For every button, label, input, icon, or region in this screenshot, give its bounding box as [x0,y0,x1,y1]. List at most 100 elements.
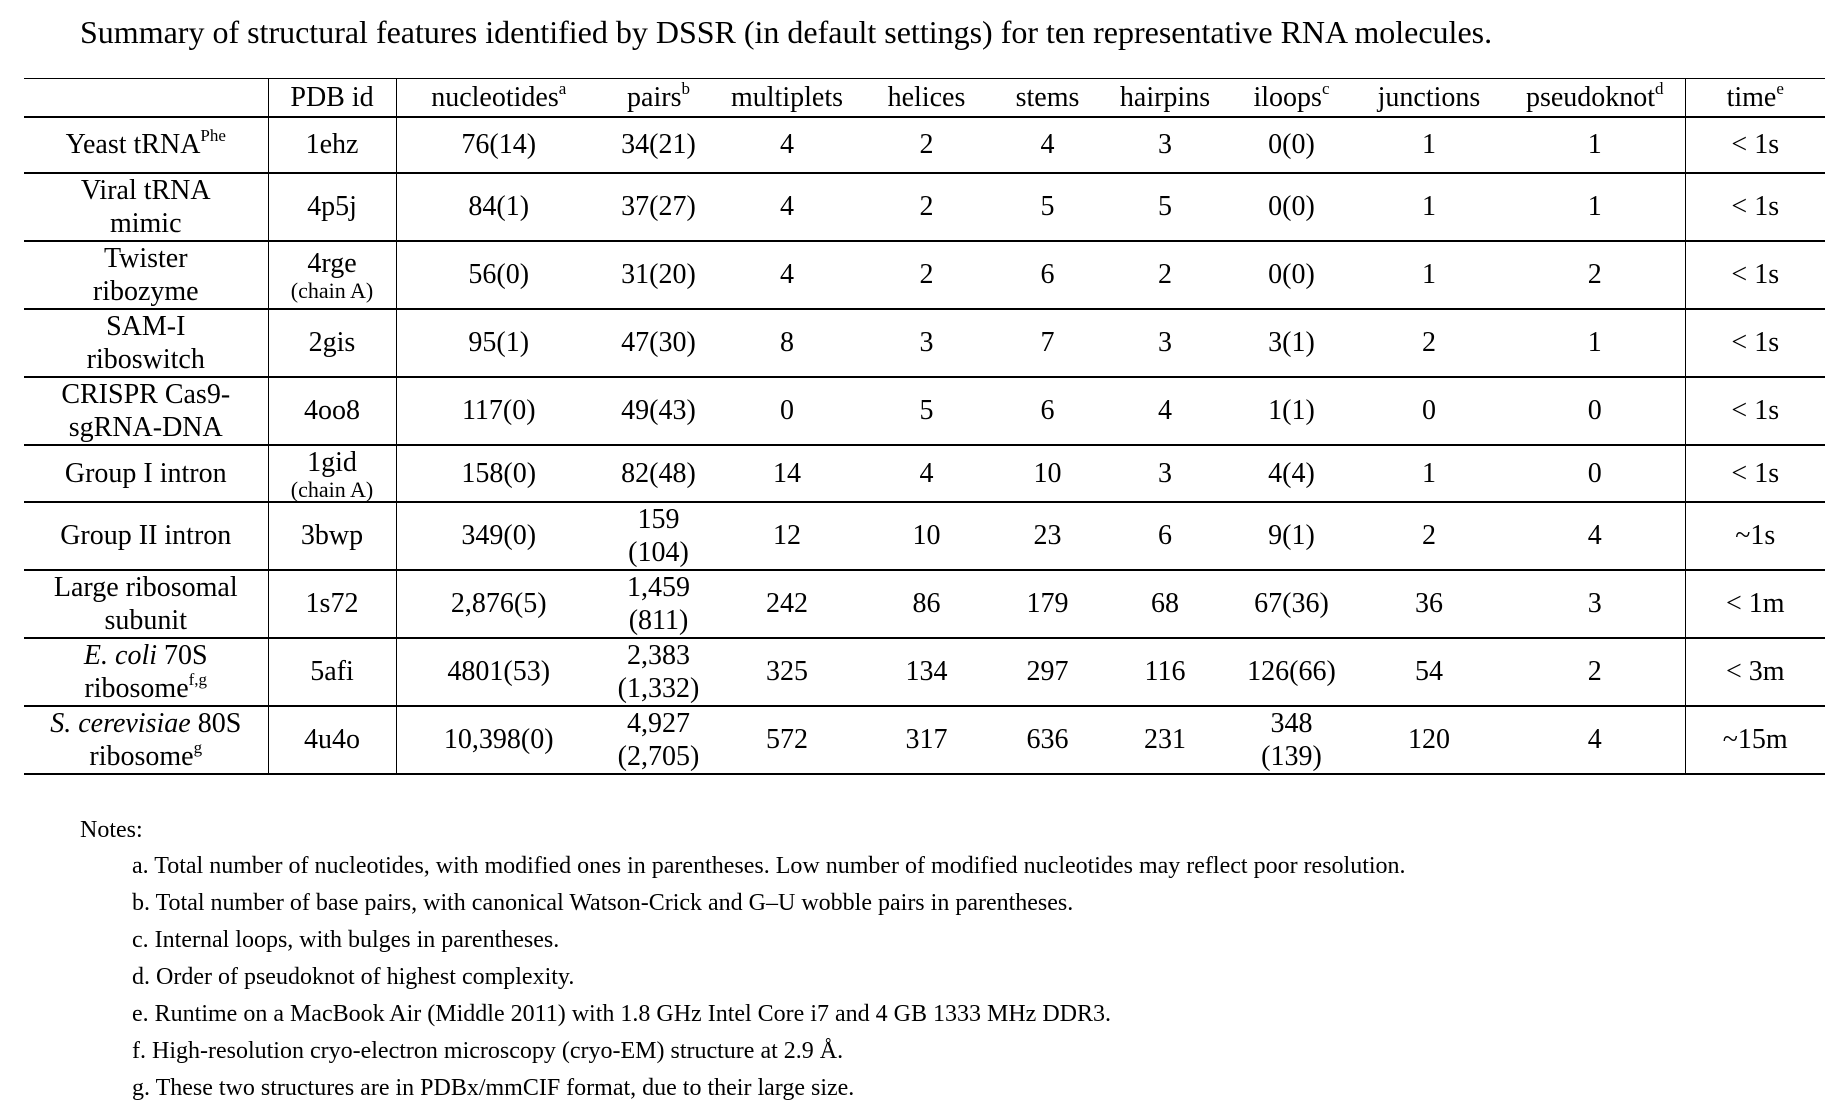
junctions-cell: 1 [1353,240,1505,310]
header-label: time [1726,81,1777,113]
multiplets-cell: 12 [716,501,858,571]
iloops-line: 0(0) [1268,191,1315,222]
header-iloops: iloopsc [1230,78,1353,118]
multiplets-cell: 14 [716,444,858,503]
nucleotides-cell: 349(0) [396,501,601,571]
stems-cell: 6 [995,240,1100,310]
molecule-line-1: Twister [24,242,268,275]
multiplets-cell: 0 [716,376,858,446]
pairs-cell: 47(30) [601,308,716,378]
pairs-line: (104) [628,536,689,568]
molecule-cell: Yeast tRNAPhe [24,116,269,174]
nucleotides-cell: 4801(53) [396,637,601,707]
molecule-name: Twister [103,242,188,274]
molecule-name: Group I intron [64,457,227,489]
molecule-footnote-mark: f,g [188,669,208,689]
header-molecule [24,78,269,118]
time-cell: < 1m [1684,569,1825,639]
molecule-line-1: Large ribosomal [24,571,268,604]
molecule-cell: Group I intron [24,444,269,503]
header-footnote-mark: a [558,78,567,98]
molecule-name-cont: subunit [104,604,187,636]
molecule-line-1: Yeast tRNAPhe [24,127,268,161]
table-row: CRISPR Cas9- sgRNA-DNA 4oo8 117(0) 49(43) 0 5 6… [24,376,1825,446]
time-cell: ~1s [1684,501,1825,571]
pairs-line: (1,332) [617,672,700,704]
iloops-line: 0(0) [1268,129,1315,160]
pairs-line: 34(21) [621,129,696,160]
hairpins-cell: 116 [1100,637,1230,707]
molecule-line-1: Group I intron [24,457,268,490]
header-label: stems [1015,81,1080,113]
pdb-id-cell: 4rge (chain A) [268,240,397,310]
molecule-name: SAM-I [106,310,186,342]
table-row: Group II intron 3bwp 349(0) 159 (104) 12 10 23 6… [24,501,1825,571]
hairpins-cell: 3 [1100,444,1230,503]
molecule-line-1: Viral tRNA [24,174,268,207]
header-footnote-mark: d [1655,78,1664,98]
header-footnote-mark: c [1321,78,1330,98]
molecule-cell: E. coli 70S ribosomef,g [24,637,269,707]
iloops-line: 126(66) [1247,656,1336,687]
header-hairpins: hairpins [1100,78,1230,118]
pairs-line: 82(48) [621,457,696,489]
pairs-line: 47(30) [621,327,696,358]
pdb-id-cell: 4oo8 [268,376,397,446]
helices-cell: 2 [858,116,995,174]
pdb-id-cell: 4u4o [268,705,397,775]
stems-cell: 7 [995,308,1100,378]
pdb-id: 4u4o [304,724,360,755]
header-stems: stems [995,78,1100,118]
table-row: Viral tRNA mimic 4p5j 84(1) 37(27) 4 2 5 5 0(0) 1 1… [24,172,1825,242]
header-label: multiplets [731,81,843,113]
iloops-cell: 9(1) [1230,501,1353,571]
molecule-name-cont: sgRNA-DNA [68,411,223,443]
pdb-id: 4oo8 [304,395,360,426]
nucleotides-cell: 2,876(5) [396,569,601,639]
pairs-cell: 49(43) [601,376,716,446]
note-item: c. Internal loops, with bulges in parent… [132,927,560,953]
molecule-line-2: sgRNA-DNA [24,411,268,444]
pairs-line: 31(20) [621,259,696,290]
molecule-name-cont: mimic [109,207,182,239]
nucleotides-cell: 10,398(0) [396,705,601,775]
time-cell: < 1s [1684,308,1825,378]
pdb-id-cell: 1gid (chain A) [268,444,397,503]
time-cell: < 1s [1684,376,1825,446]
molecule-line-1: CRISPR Cas9- [24,378,268,411]
iloops-cell: 67(36) [1230,569,1353,639]
table-caption: Summary of structural features identifie… [80,14,1493,50]
hairpins-cell: 3 [1100,116,1230,174]
stems-cell: 297 [995,637,1100,707]
pdb-id: 5afi [310,656,354,687]
iloops-cell: 3(1) [1230,308,1353,378]
helices-cell: 3 [858,308,995,378]
pseudoknot-cell: 1 [1505,308,1685,378]
pairs-cell: 82(48) [601,444,716,503]
header-row: PDB id nucleotidesa pairsb multiplets helice… [24,78,1825,118]
stems-cell: 179 [995,569,1100,639]
pairs-line: 1,459 [627,571,690,603]
stems-cell: 6 [995,376,1100,446]
header-label: pairs [627,81,682,113]
iloops-line: 348 [1270,707,1313,739]
pairs-cell: 34(21) [601,116,716,174]
pseudoknot-cell: 1 [1505,172,1685,242]
pseudoknot-cell: 4 [1505,705,1685,775]
multiplets-cell: 4 [716,172,858,242]
helices-cell: 86 [858,569,995,639]
header-label: iloops [1253,81,1322,113]
header-time: timee [1684,78,1825,118]
header-label: nucleotides [431,81,559,113]
pairs-cell: 1,459 (811) [601,569,716,639]
molecule-name-cont: riboswitch [86,343,205,375]
pairs-cell: 4,927 (2,705) [601,705,716,775]
molecule-name: 80S [190,707,242,739]
molecule-line-1: E. coli 70S [24,639,268,672]
helices-cell: 5 [858,376,995,446]
multiplets-cell: 4 [716,240,858,310]
pdb-chain-note: (chain A) [290,278,374,303]
nucleotides-cell: 95(1) [396,308,601,378]
helices-cell: 4 [858,444,995,503]
table-row: S. cerevisiae 80S ribosomeg 4u4o 10,398(0) 4… [24,705,1825,775]
